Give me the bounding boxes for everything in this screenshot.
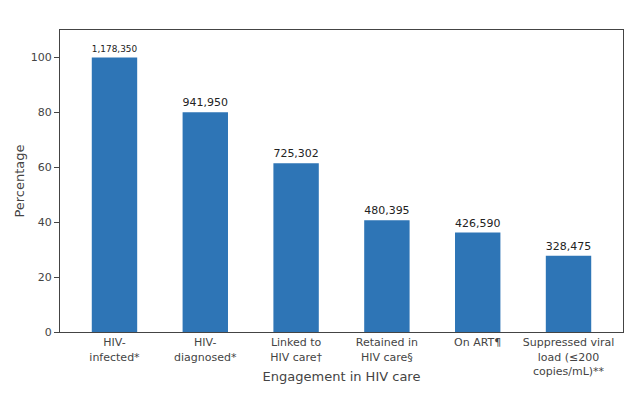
svg-text:HIV-diagnosed*: HIV-diagnosed*: [174, 336, 237, 363]
svg-text:Engagement in HIV care: Engagement in HIV care: [263, 369, 421, 384]
svg-text:HIV-infected*: HIV-infected*: [89, 336, 140, 363]
svg-text:426,590: 426,590: [455, 217, 500, 230]
svg-text:40: 40: [38, 216, 52, 229]
svg-text:Percentage: Percentage: [12, 144, 27, 217]
svg-text:On ART¶: On ART¶: [454, 336, 501, 349]
svg-text:Linked toHIV care†: Linked toHIV care†: [270, 336, 322, 363]
svg-text:0: 0: [45, 326, 52, 339]
svg-text:328,475: 328,475: [546, 240, 591, 253]
svg-text:80: 80: [38, 106, 52, 119]
svg-text:480,395: 480,395: [364, 204, 409, 217]
svg-text:725,302: 725,302: [273, 147, 318, 160]
svg-text:20: 20: [38, 271, 52, 284]
svg-text:Suppressed viralload (≤200copi: Suppressed viralload (≤200copies/mL)**: [523, 336, 615, 378]
svg-text:941,950: 941,950: [183, 96, 228, 109]
svg-text:100: 100: [31, 51, 52, 64]
svg-text:1,178,350: 1,178,350: [92, 44, 138, 54]
svg-text:Retained inHIV care§: Retained inHIV care§: [356, 336, 418, 363]
svg-text:60: 60: [38, 161, 52, 174]
